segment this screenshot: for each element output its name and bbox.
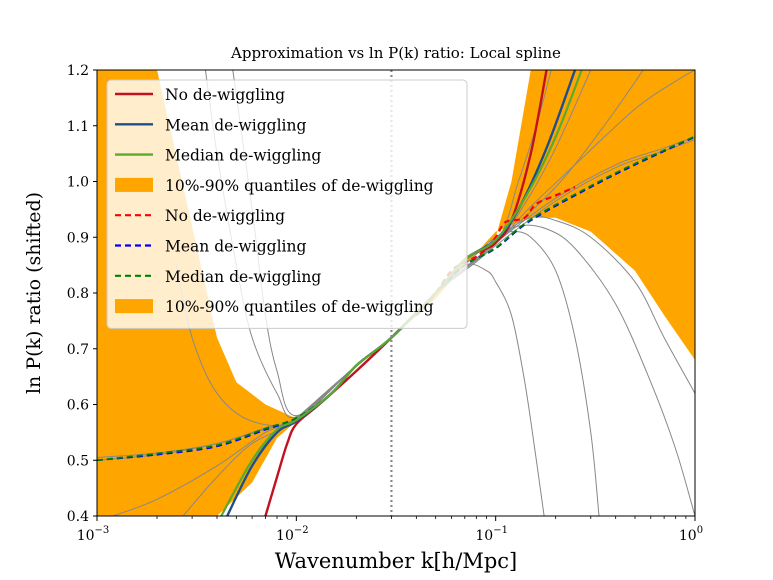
y-tick-label: 0.7 xyxy=(67,342,89,358)
y-tick-label: 1.1 xyxy=(67,119,89,135)
x-tick-label: 10−3 xyxy=(77,525,110,544)
x-tick-label: 100 xyxy=(679,525,703,544)
grey-curve xyxy=(435,263,545,516)
legend-box xyxy=(106,79,468,329)
y-axis-label: ln P(k) ratio (shifted) xyxy=(23,192,45,394)
y-tick-label: 0.5 xyxy=(67,453,89,469)
series-line-dashed-no-dewiggle-dashed xyxy=(415,186,576,317)
legend: No de-wiggling Mean de-wiggling Median de-… xyxy=(106,79,468,329)
legend-label: Median de-wiggling xyxy=(165,147,321,165)
y-tick-label: 0.6 xyxy=(67,398,89,414)
legend-label: Mean de-wiggling xyxy=(165,116,306,134)
quantile-band xyxy=(97,70,695,516)
legend-label: 10%-90% quantiles of de-wiggling xyxy=(165,177,434,195)
y-tick-label: 1.0 xyxy=(67,175,89,191)
x-axis-label: Wavenumber k[h/Mpc] xyxy=(275,549,518,573)
y-tick-label: 0.9 xyxy=(67,230,89,246)
series-line-solid-median-dewiggle xyxy=(220,70,583,516)
x-tick-label: 10−2 xyxy=(276,525,309,544)
x-tick-label: 10−1 xyxy=(475,525,508,544)
chart-title: Approximation vs ln P(k) ratio: Local sp… xyxy=(230,44,561,62)
legend-swatch-patch xyxy=(115,299,153,314)
y-tick-label: 0.4 xyxy=(67,509,89,525)
legend-swatch-patch xyxy=(115,177,153,192)
legend-label: Median de-wiggling xyxy=(165,268,321,286)
legend-label: No de-wiggling xyxy=(165,86,285,104)
legend-label: Mean de-wiggling xyxy=(165,238,306,256)
legend-label: No de-wiggling xyxy=(165,207,285,225)
y-tick-label: 1.2 xyxy=(67,63,89,79)
legend-label: 10%-90% quantiles of de-wiggling xyxy=(165,298,434,316)
y-tick-label: 0.8 xyxy=(67,286,89,302)
